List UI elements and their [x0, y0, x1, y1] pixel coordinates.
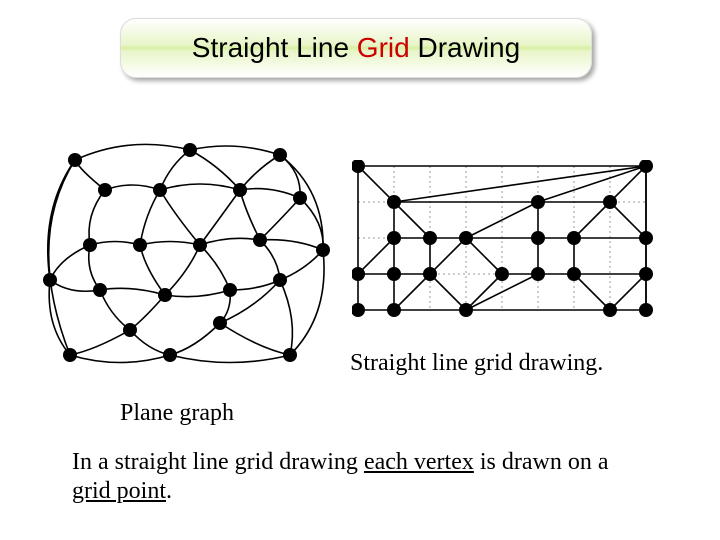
plane-graph-diagram — [30, 130, 330, 380]
title-part1: Straight Line — [192, 32, 357, 63]
title-accent: Grid — [357, 32, 410, 63]
desc-t1: In a straight line grid drawing — [72, 449, 364, 475]
description-text: In a straight line grid drawing each ver… — [72, 448, 632, 506]
desc-u1: each vertex — [364, 449, 474, 475]
desc-u2: grid point — [72, 478, 166, 504]
title-part2: Drawing — [410, 32, 520, 63]
title-banner: Straight Line Grid Drawing — [120, 18, 592, 78]
desc-t3: . — [166, 478, 172, 504]
title-text: Straight Line Grid Drawing — [192, 32, 520, 64]
caption-grid-drawing: Straight line grid drawing. — [350, 350, 603, 377]
desc-t2: is drawn on a — [474, 449, 609, 475]
caption-plane-graph: Plane graph — [120, 400, 234, 427]
grid-graph-diagram — [352, 160, 656, 325]
